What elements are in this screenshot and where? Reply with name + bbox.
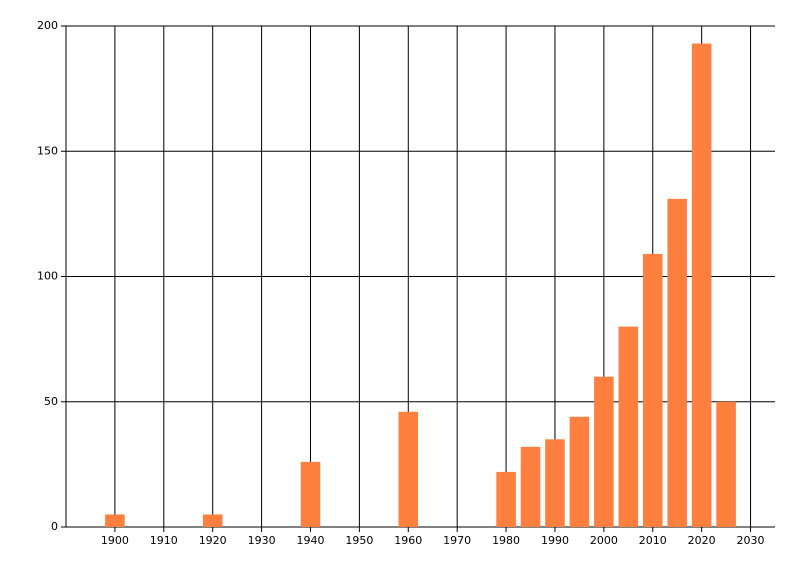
x-tick-label: 1950 bbox=[345, 534, 373, 547]
bar bbox=[545, 439, 565, 527]
x-tick-label: 1960 bbox=[394, 534, 422, 547]
bar bbox=[105, 514, 125, 527]
x-tick-label: 2000 bbox=[590, 534, 618, 547]
bar bbox=[667, 198, 687, 527]
bar bbox=[496, 471, 516, 527]
x-tick-label: 2020 bbox=[688, 534, 716, 547]
x-tick-label: 1980 bbox=[492, 534, 520, 547]
x-tick-label: 2030 bbox=[737, 534, 765, 547]
y-tick-label: 50 bbox=[44, 395, 58, 408]
bar bbox=[716, 401, 736, 527]
bar bbox=[300, 461, 321, 527]
bar bbox=[642, 253, 663, 527]
y-tick-label: 200 bbox=[37, 19, 58, 32]
x-tick-label: 1910 bbox=[150, 534, 178, 547]
x-tick-label: 1970 bbox=[443, 534, 471, 547]
bar bbox=[594, 376, 614, 527]
bar bbox=[398, 411, 419, 527]
y-tick-label: 150 bbox=[37, 144, 58, 157]
x-tick-label: 1930 bbox=[248, 534, 276, 547]
x-tick-label: 1940 bbox=[296, 534, 324, 547]
bar bbox=[618, 326, 639, 527]
bar bbox=[691, 43, 712, 527]
y-tick-label: 0 bbox=[51, 520, 58, 533]
y-tick-label: 100 bbox=[37, 270, 58, 283]
bar bbox=[569, 416, 590, 527]
bar bbox=[202, 514, 223, 527]
x-tick-label: 1990 bbox=[541, 534, 569, 547]
bar bbox=[520, 446, 541, 527]
x-tick-label: 1920 bbox=[199, 534, 227, 547]
x-tick-label: 1900 bbox=[101, 534, 129, 547]
x-tick-label: 2010 bbox=[639, 534, 667, 547]
